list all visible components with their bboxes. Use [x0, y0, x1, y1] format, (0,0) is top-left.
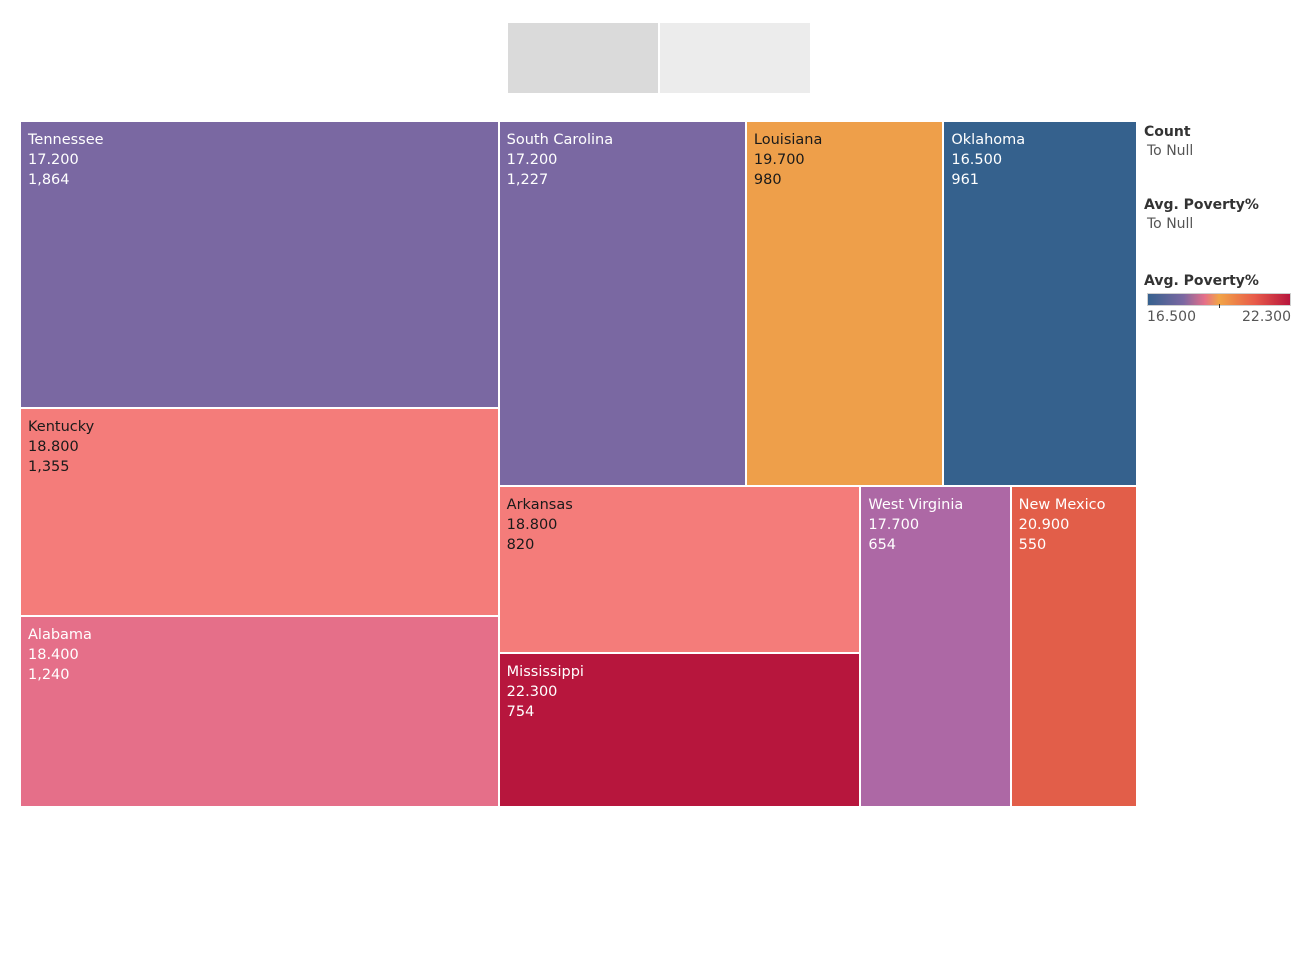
state-label: Alabama [28, 627, 92, 644]
poverty-legend: Avg. Poverty% To Null [1144, 197, 1259, 232]
poverty-legend-value[interactable]: To Null [1147, 216, 1194, 232]
color-legend-title: Avg. Poverty% [1144, 273, 1259, 289]
treemap-tile-kentucky[interactable]: Kentucky 18.800 1,355 [20, 407, 499, 617]
poverty-label: 18.800 [28, 438, 79, 455]
count-label: 1,355 [28, 458, 70, 475]
poverty-legend-title: Avg. Poverty% [1144, 197, 1259, 213]
treemap-tile-south-carolina[interactable]: South Carolina 17.200 1,227 [498, 121, 746, 487]
poverty-label: 20.900 [1018, 517, 1070, 534]
gradient-max-label: 22.300 [1242, 309, 1291, 325]
gradient-midpoint-tick [1219, 304, 1220, 308]
count-legend: Count To Null [1144, 124, 1193, 159]
treemap-tile-mississippi[interactable]: Mississippi 22.300 754 [498, 653, 861, 807]
count-label: 754 [506, 704, 535, 721]
filter-button-left[interactable] [508, 23, 658, 93]
gradient-min-label: 16.500 [1147, 309, 1196, 325]
state-label: Arkansas [506, 497, 573, 514]
state-label: Oklahoma [951, 132, 1026, 148]
treemap-tile-alabama[interactable]: Alabama 18.400 1,240 [20, 616, 499, 807]
count-legend-value[interactable]: To Null [1147, 143, 1194, 159]
state-label: Mississippi [506, 664, 584, 681]
color-gradient-bar [1147, 293, 1291, 308]
state-label: New Mexico [1018, 497, 1106, 514]
poverty-label: 17.200 [506, 152, 558, 168]
poverty-label: 16.500 [951, 152, 1003, 168]
count-label: 654 [868, 537, 897, 554]
count-label: 1,227 [506, 172, 549, 188]
count-label: 1,240 [28, 667, 70, 684]
treemap-chart: Tennessee 17.200 1,864 Kentucky 18.800 1,355 A… [20, 121, 1137, 807]
poverty-label: 18.400 [28, 647, 79, 664]
poverty-label: 22.300 [506, 684, 558, 701]
count-label: 961 [951, 172, 980, 188]
count-label: 550 [1018, 537, 1047, 554]
state-label: South Carolina [506, 132, 614, 148]
poverty-label: 17.200 [28, 152, 79, 168]
treemap-tile-tennessee[interactable]: Tennessee 17.200 1,864 [20, 121, 499, 408]
treemap-tile-new-mexico[interactable]: New Mexico 20.900 550 [1010, 486, 1137, 807]
count-label: 1,864 [28, 172, 70, 188]
filter-button-right[interactable] [660, 23, 810, 93]
poverty-label: 19.700 [753, 152, 805, 168]
poverty-label: 17.700 [868, 517, 920, 534]
poverty-color-legend: Avg. Poverty% 16.500 22.300 [1144, 273, 1291, 325]
treemap-tile-louisiana[interactable]: Louisiana 19.700 980 [745, 121, 944, 487]
state-label: Kentucky [28, 418, 95, 435]
treemap-tile-arkansas[interactable]: Arkansas 18.800 820 [498, 486, 861, 654]
state-label: Louisiana [753, 132, 823, 148]
poverty-label: 18.800 [506, 517, 558, 534]
count-legend-title: Count [1144, 124, 1191, 140]
count-label: 980 [753, 172, 782, 188]
state-label: Tennessee [28, 132, 104, 148]
treemap-tile-oklahoma[interactable]: Oklahoma 16.500 961 [943, 121, 1137, 487]
state-label: West Virginia [868, 497, 964, 514]
count-label: 820 [506, 537, 535, 554]
treemap-tile-west-virginia[interactable]: West Virginia 17.700 654 [860, 486, 1011, 807]
